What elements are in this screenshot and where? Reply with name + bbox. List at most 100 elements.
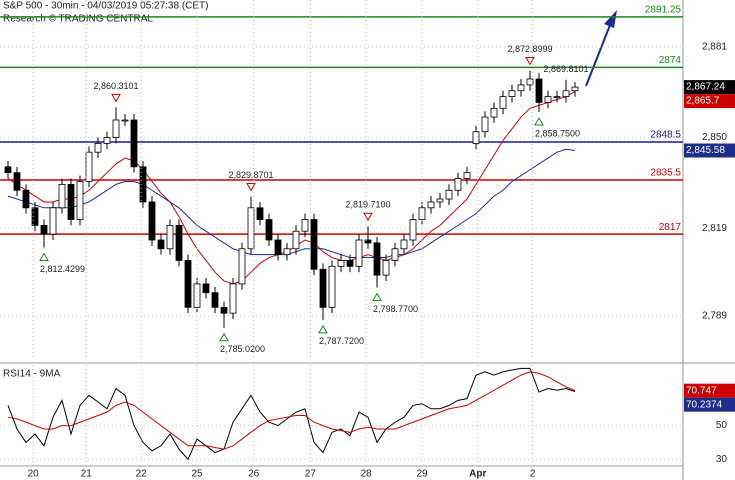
candle-body (166, 224, 174, 250)
rsi-line (7, 371, 576, 450)
annotation-label: 2,819.7100 (345, 200, 390, 210)
moving-average (7, 91, 576, 285)
candle-body (85, 151, 93, 182)
price-tag (684, 383, 735, 398)
high-marker (246, 182, 256, 192)
candle-body (148, 201, 156, 241)
candle-body (283, 248, 291, 256)
forecast-arrow-head (604, 10, 617, 28)
candle-body (526, 78, 534, 86)
candle-body (22, 189, 30, 209)
level-label: 2891.25 (645, 4, 682, 15)
high-marker (525, 57, 535, 66)
price-tag (684, 94, 735, 109)
candle-body (499, 96, 507, 109)
y-tick-label: 2,881 (702, 41, 727, 52)
y-tick-label: 2,850 (702, 132, 727, 143)
low-marker (219, 332, 229, 342)
candle-body (58, 183, 66, 209)
candle-body (184, 260, 192, 308)
x-tick-label: 21 (81, 469, 93, 480)
annotation-label: 2,787.7200 (319, 336, 364, 346)
price-tag (684, 397, 735, 412)
level-label: 2817 (659, 222, 682, 233)
candle-body (130, 119, 138, 168)
candle-body (220, 306, 228, 314)
high-marker (111, 93, 121, 103)
moving-average (7, 148, 576, 259)
candle-body (229, 283, 237, 314)
candle-body (202, 283, 210, 294)
forecast-arrow (585, 19, 613, 87)
candle-body (175, 224, 183, 261)
candle-body (40, 224, 48, 235)
price-tag-label: 2,865.7 (686, 96, 720, 107)
x-tick-label: 28 (361, 469, 373, 480)
candle-body (139, 166, 147, 203)
low-marker (372, 292, 382, 302)
candle-body (508, 90, 516, 97)
annotation-label: 2,872.8999 (507, 44, 552, 54)
x-tick-label: 20 (28, 469, 40, 480)
candle-body (436, 198, 444, 203)
annotation-label: 2,785.0200 (220, 344, 265, 354)
candle-body (418, 207, 426, 220)
candle-body (544, 96, 552, 103)
candle-body (247, 207, 255, 250)
annotation-label: 2,869.8101 (543, 64, 588, 74)
x-tick-label: Apr (469, 469, 486, 480)
candle-body (238, 248, 246, 285)
annotation-label: 2,812.4299 (40, 264, 85, 274)
candle-body (274, 239, 282, 256)
candle-body (535, 78, 543, 103)
rsi-title: RSI14 - 9MA (3, 369, 61, 380)
candle-body (67, 183, 75, 220)
y-tick-label: 2,789 (702, 311, 727, 322)
candle-body (382, 260, 390, 276)
candle-body (481, 116, 489, 133)
candle-body (400, 239, 408, 250)
low-marker (39, 252, 49, 262)
x-tick-label: 27 (305, 469, 317, 480)
candle-body (319, 268, 327, 308)
candle-body (562, 90, 570, 97)
annotation-label: 2,860.3101 (93, 81, 138, 91)
candle-body (409, 219, 417, 241)
candle-body (553, 96, 561, 98)
x-tick-label: 25 (191, 469, 203, 480)
low-marker (534, 116, 544, 126)
candle-body (211, 292, 219, 308)
candle-body (355, 239, 363, 267)
candle-body (427, 201, 435, 209)
candle-body (490, 107, 498, 118)
y-tick-label: 2,819 (702, 223, 727, 234)
candle-body (301, 219, 309, 232)
rsi-line (7, 367, 576, 461)
price-tag (684, 143, 735, 158)
annotation-label: 2,858.7500 (535, 128, 580, 138)
candle-body (364, 239, 372, 244)
candle-body (256, 207, 264, 220)
candle-body (337, 260, 345, 267)
x-tick-label: 29 (416, 469, 428, 480)
price-tag (684, 80, 735, 95)
low-marker (318, 324, 328, 334)
candle-body (4, 166, 12, 174)
level-label: 2874 (659, 55, 682, 66)
price-tag-label: 70.747 (686, 385, 717, 396)
level-label: 2835.5 (650, 168, 681, 179)
candle-body (373, 242, 381, 276)
candle-body (76, 181, 84, 220)
candle-body (112, 119, 120, 138)
x-tick-label: 22 (136, 469, 148, 480)
candle-body (517, 84, 525, 92)
y-tick-label: 30 (716, 454, 728, 465)
candle-body (94, 143, 102, 153)
candle-body (571, 86, 579, 92)
level-label: 2848.5 (650, 130, 681, 141)
candle-body (472, 131, 480, 144)
candle-body (31, 207, 39, 226)
y-tick-label: 50 (716, 420, 728, 431)
price-tag-label: 2,845.58 (686, 145, 725, 156)
